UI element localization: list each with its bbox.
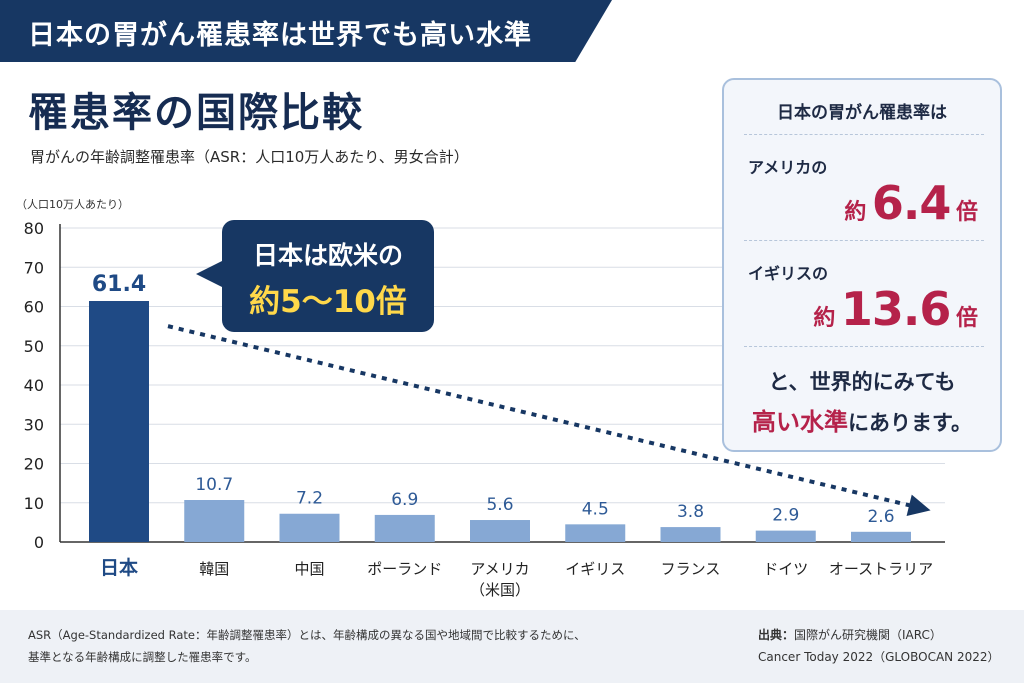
comparison-uk-suffix: 倍 (955, 306, 978, 331)
x-tick-label: 中国 (294, 560, 324, 578)
x-tick-label: イギリス (565, 560, 625, 578)
divider (744, 346, 984, 347)
data-label: 3.8 (677, 502, 704, 522)
x-tick-label: ドイツ (763, 560, 808, 578)
info-panel: 日本の胃がん罹患率は アメリカの 約 6.4 倍 イギリスの 約 13.6 倍 … (722, 78, 1002, 452)
footnote: ASR（Age-Standardized Rate：年齢調整罹患率）とは、年齢構… (28, 624, 586, 668)
y-tick-label: 0 (34, 533, 44, 552)
divider (744, 134, 984, 135)
source-line2: Cancer Today 2022（GLOBOCAN 2022） (758, 650, 1000, 664)
x-tick-label: アメリカ (470, 560, 529, 578)
comparison-uk-label: イギリスの (748, 264, 829, 283)
y-tick-label: 70 (24, 258, 44, 277)
footnote-line2: 基準となる年齢構成に調整した罹患率です。 (28, 650, 257, 664)
data-label: 7.2 (296, 489, 323, 509)
data-label: 61.4 (92, 272, 146, 297)
comparison-usa-label: アメリカの (748, 158, 828, 177)
y-tick-label: 50 (24, 337, 44, 356)
comparison-usa-prefix: 約 (844, 200, 867, 225)
data-label: 2.6 (867, 507, 894, 527)
y-tick-label: 40 (24, 376, 44, 395)
conclusion-highlight: 高い水準 (752, 408, 849, 436)
data-label: 2.9 (772, 506, 799, 526)
conclusion-line2: 高い水準にあります。 (724, 402, 1000, 443)
callout-bubble: 日本は欧米の 約5〜10倍 (196, 220, 434, 332)
page-title: 罹患率の国際比較 (28, 90, 364, 136)
bar (89, 301, 149, 542)
comparison-usa-value: 約 6.4 倍 (844, 176, 978, 230)
data-label: 6.9 (391, 490, 418, 510)
data-label: 10.7 (195, 475, 233, 495)
y-tick-label: 10 (24, 494, 44, 513)
footer: ASR（Age-Standardized Rate：年齢調整罹患率）とは、年齢構… (0, 610, 1024, 683)
x-tick-label: 韓国 (199, 560, 229, 578)
x-tick-label: （米国） (470, 581, 530, 599)
header-banner: 日本の胃がん罹患率は世界でも高い水準 (0, 0, 612, 62)
chart-subtitle: 胃がんの年齢調整罹患率（ASR：人口10万人あたり、男女合計） (30, 148, 469, 166)
y-tick-label: 80 (24, 219, 44, 238)
y-axis-unit-label: （人口10万人あたり） (16, 198, 129, 211)
footnote-line1: ASR（Age-Standardized Rate：年齢調整罹患率）とは、年齢構… (28, 628, 586, 642)
comparison-usa-suffix: 倍 (955, 200, 978, 225)
y-tick-label: 30 (24, 415, 44, 434)
data-label: 4.5 (582, 499, 609, 519)
comparison-uk-value: 約 13.6 倍 (813, 282, 978, 336)
bar (565, 524, 626, 542)
callout-line2: 約5〜10倍 (249, 284, 407, 320)
bar (184, 500, 245, 542)
bar (755, 530, 816, 542)
bar (374, 514, 435, 542)
x-tick-label: オーストラリア (829, 560, 933, 578)
data-label: 5.6 (486, 495, 513, 515)
bar (279, 513, 340, 542)
divider (744, 240, 984, 241)
trend-arrow-line (167, 324, 916, 509)
y-tick-label: 60 (24, 298, 44, 317)
comparison-usa-number: 6.4 (871, 176, 951, 230)
banner-text: 日本の胃がん罹患率は世界でも高い水準 (28, 20, 532, 51)
source-citation: 出典：国際がん研究機関（IARC） Cancer Today 2022（GLOB… (758, 624, 1000, 668)
x-tick-label: ポーランド (367, 560, 442, 578)
bar (851, 531, 911, 542)
comparison-uk-number: 13.6 (840, 282, 951, 336)
conclusion-line1: と、世界的にみても (768, 370, 956, 394)
info-header: 日本の胃がん罹患率は (777, 103, 947, 123)
conclusion-tail: にあります。 (848, 411, 972, 435)
y-tick-label: 20 (24, 455, 44, 474)
conclusion-text: と、世界的にみても 高い水準にあります。 (724, 362, 1000, 443)
source-line1: 国際がん研究機関（IARC） (794, 628, 942, 642)
x-tick-label: フランス (661, 560, 721, 578)
x-tick-label: 日本 (100, 556, 138, 579)
bar (470, 520, 530, 542)
trend-arrow-head (906, 494, 931, 516)
bar (660, 527, 721, 542)
callout-line1: 日本は欧米の (252, 241, 403, 270)
source-label: 出典： (758, 628, 795, 642)
comparison-uk-prefix: 約 (813, 306, 836, 331)
